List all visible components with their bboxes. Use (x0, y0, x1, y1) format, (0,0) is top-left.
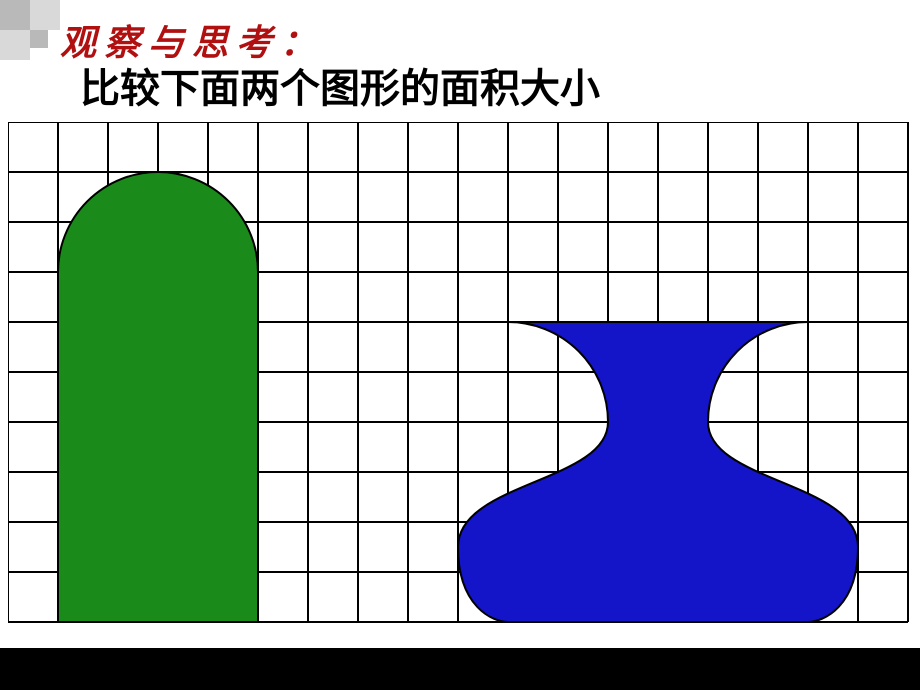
green-arch-shape (58, 172, 258, 622)
bottom-black-bar (0, 648, 920, 690)
title-compare-areas: 比较下面两个图形的面积大小 (80, 56, 600, 114)
comparison-figure (8, 122, 912, 642)
